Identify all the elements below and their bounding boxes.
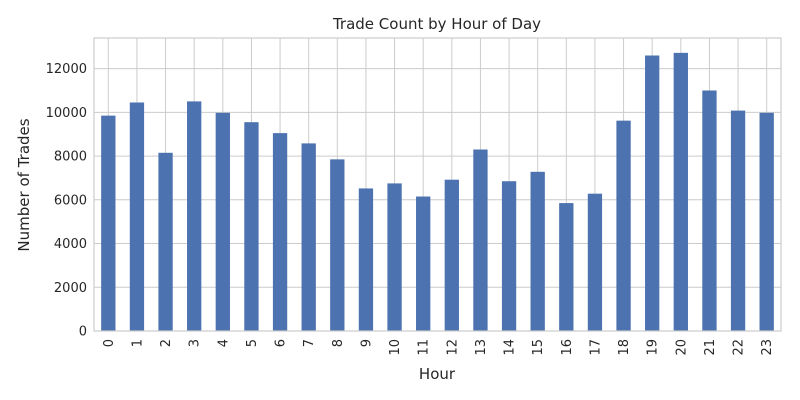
x-tick-label: 16 bbox=[560, 339, 575, 356]
bar-hour-21 bbox=[702, 90, 717, 331]
x-tick-label: 20 bbox=[674, 339, 689, 356]
x-tick-label: 13 bbox=[474, 339, 489, 356]
x-tick-label: 8 bbox=[331, 339, 346, 347]
bar-hour-8 bbox=[330, 159, 345, 331]
x-tick-label: 3 bbox=[188, 339, 203, 347]
x-tick-label: 10 bbox=[388, 339, 403, 356]
bar-hour-15 bbox=[530, 171, 545, 331]
bar-hour-1 bbox=[129, 102, 145, 332]
y-tick-labels: 0 2000 4000 6000 8000 10000 12000 bbox=[46, 62, 87, 339]
bar-hour-2 bbox=[158, 152, 173, 331]
bar-hour-10 bbox=[387, 183, 402, 331]
y-tick-label: 2000 bbox=[54, 281, 87, 296]
x-tick-labels: 0 1 2 3 4 5 6 7 8 9 10 11 12 13 14 15 16 17 18 19 20 21 22 23 bbox=[102, 339, 775, 356]
y-tick-label: 6000 bbox=[54, 193, 87, 208]
bar-hour-18 bbox=[616, 120, 631, 331]
x-tick-label: 4 bbox=[216, 339, 231, 347]
bar-hour-7 bbox=[301, 143, 316, 331]
x-tick-label: 21 bbox=[703, 339, 718, 356]
x-tick-label: 11 bbox=[417, 339, 432, 356]
bar-hour-16 bbox=[559, 203, 574, 331]
x-tick-label: 1 bbox=[130, 339, 145, 347]
bars bbox=[101, 52, 774, 332]
bar-hour-0 bbox=[101, 115, 116, 331]
y-tick-label: 10000 bbox=[46, 106, 87, 121]
bar-hour-4 bbox=[215, 112, 230, 331]
bar-hour-20 bbox=[673, 52, 688, 332]
bar-hour-11 bbox=[416, 196, 431, 331]
y-tick-label: 8000 bbox=[54, 150, 87, 165]
x-tick-label: 18 bbox=[617, 339, 632, 356]
x-tick-label: 19 bbox=[646, 339, 661, 356]
x-axis-title: Hour bbox=[419, 365, 456, 383]
bar-hour-22 bbox=[730, 110, 746, 332]
bar-hour-9 bbox=[358, 188, 374, 331]
bar-hour-19 bbox=[645, 55, 660, 331]
x-tick-label: 0 bbox=[102, 339, 117, 347]
x-tick-label: 23 bbox=[760, 339, 775, 356]
x-tick-label: 5 bbox=[245, 339, 260, 347]
x-tick-label: 7 bbox=[302, 339, 317, 347]
bar-hour-23 bbox=[759, 112, 774, 331]
bar-hour-5 bbox=[244, 122, 259, 332]
bar-hour-6 bbox=[272, 133, 288, 331]
bar-hour-13 bbox=[473, 149, 488, 331]
y-tick-label: 0 bbox=[79, 325, 87, 340]
plot-frame bbox=[93, 37, 782, 332]
x-tick-label: 17 bbox=[588, 339, 603, 356]
bar-hour-3 bbox=[187, 101, 202, 331]
x-tick-label: 2 bbox=[159, 339, 174, 347]
x-tick-label: 22 bbox=[732, 339, 747, 356]
x-tick-label: 9 bbox=[359, 339, 374, 347]
x-tick-label: 15 bbox=[531, 339, 546, 356]
x-tick-label: 12 bbox=[445, 339, 460, 356]
y-axis-title: Number of Trades bbox=[15, 118, 33, 251]
x-tick-label: 14 bbox=[503, 339, 518, 356]
y-tick-label: 12000 bbox=[46, 62, 87, 77]
chart-title: Trade Count by Hour of Day bbox=[332, 15, 541, 33]
bar-hour-17 bbox=[587, 193, 603, 331]
x-tick-label: 6 bbox=[274, 339, 289, 347]
bar-hour-12 bbox=[444, 179, 459, 331]
y-tick-label: 4000 bbox=[54, 237, 87, 252]
bar-hour-14 bbox=[501, 181, 517, 331]
